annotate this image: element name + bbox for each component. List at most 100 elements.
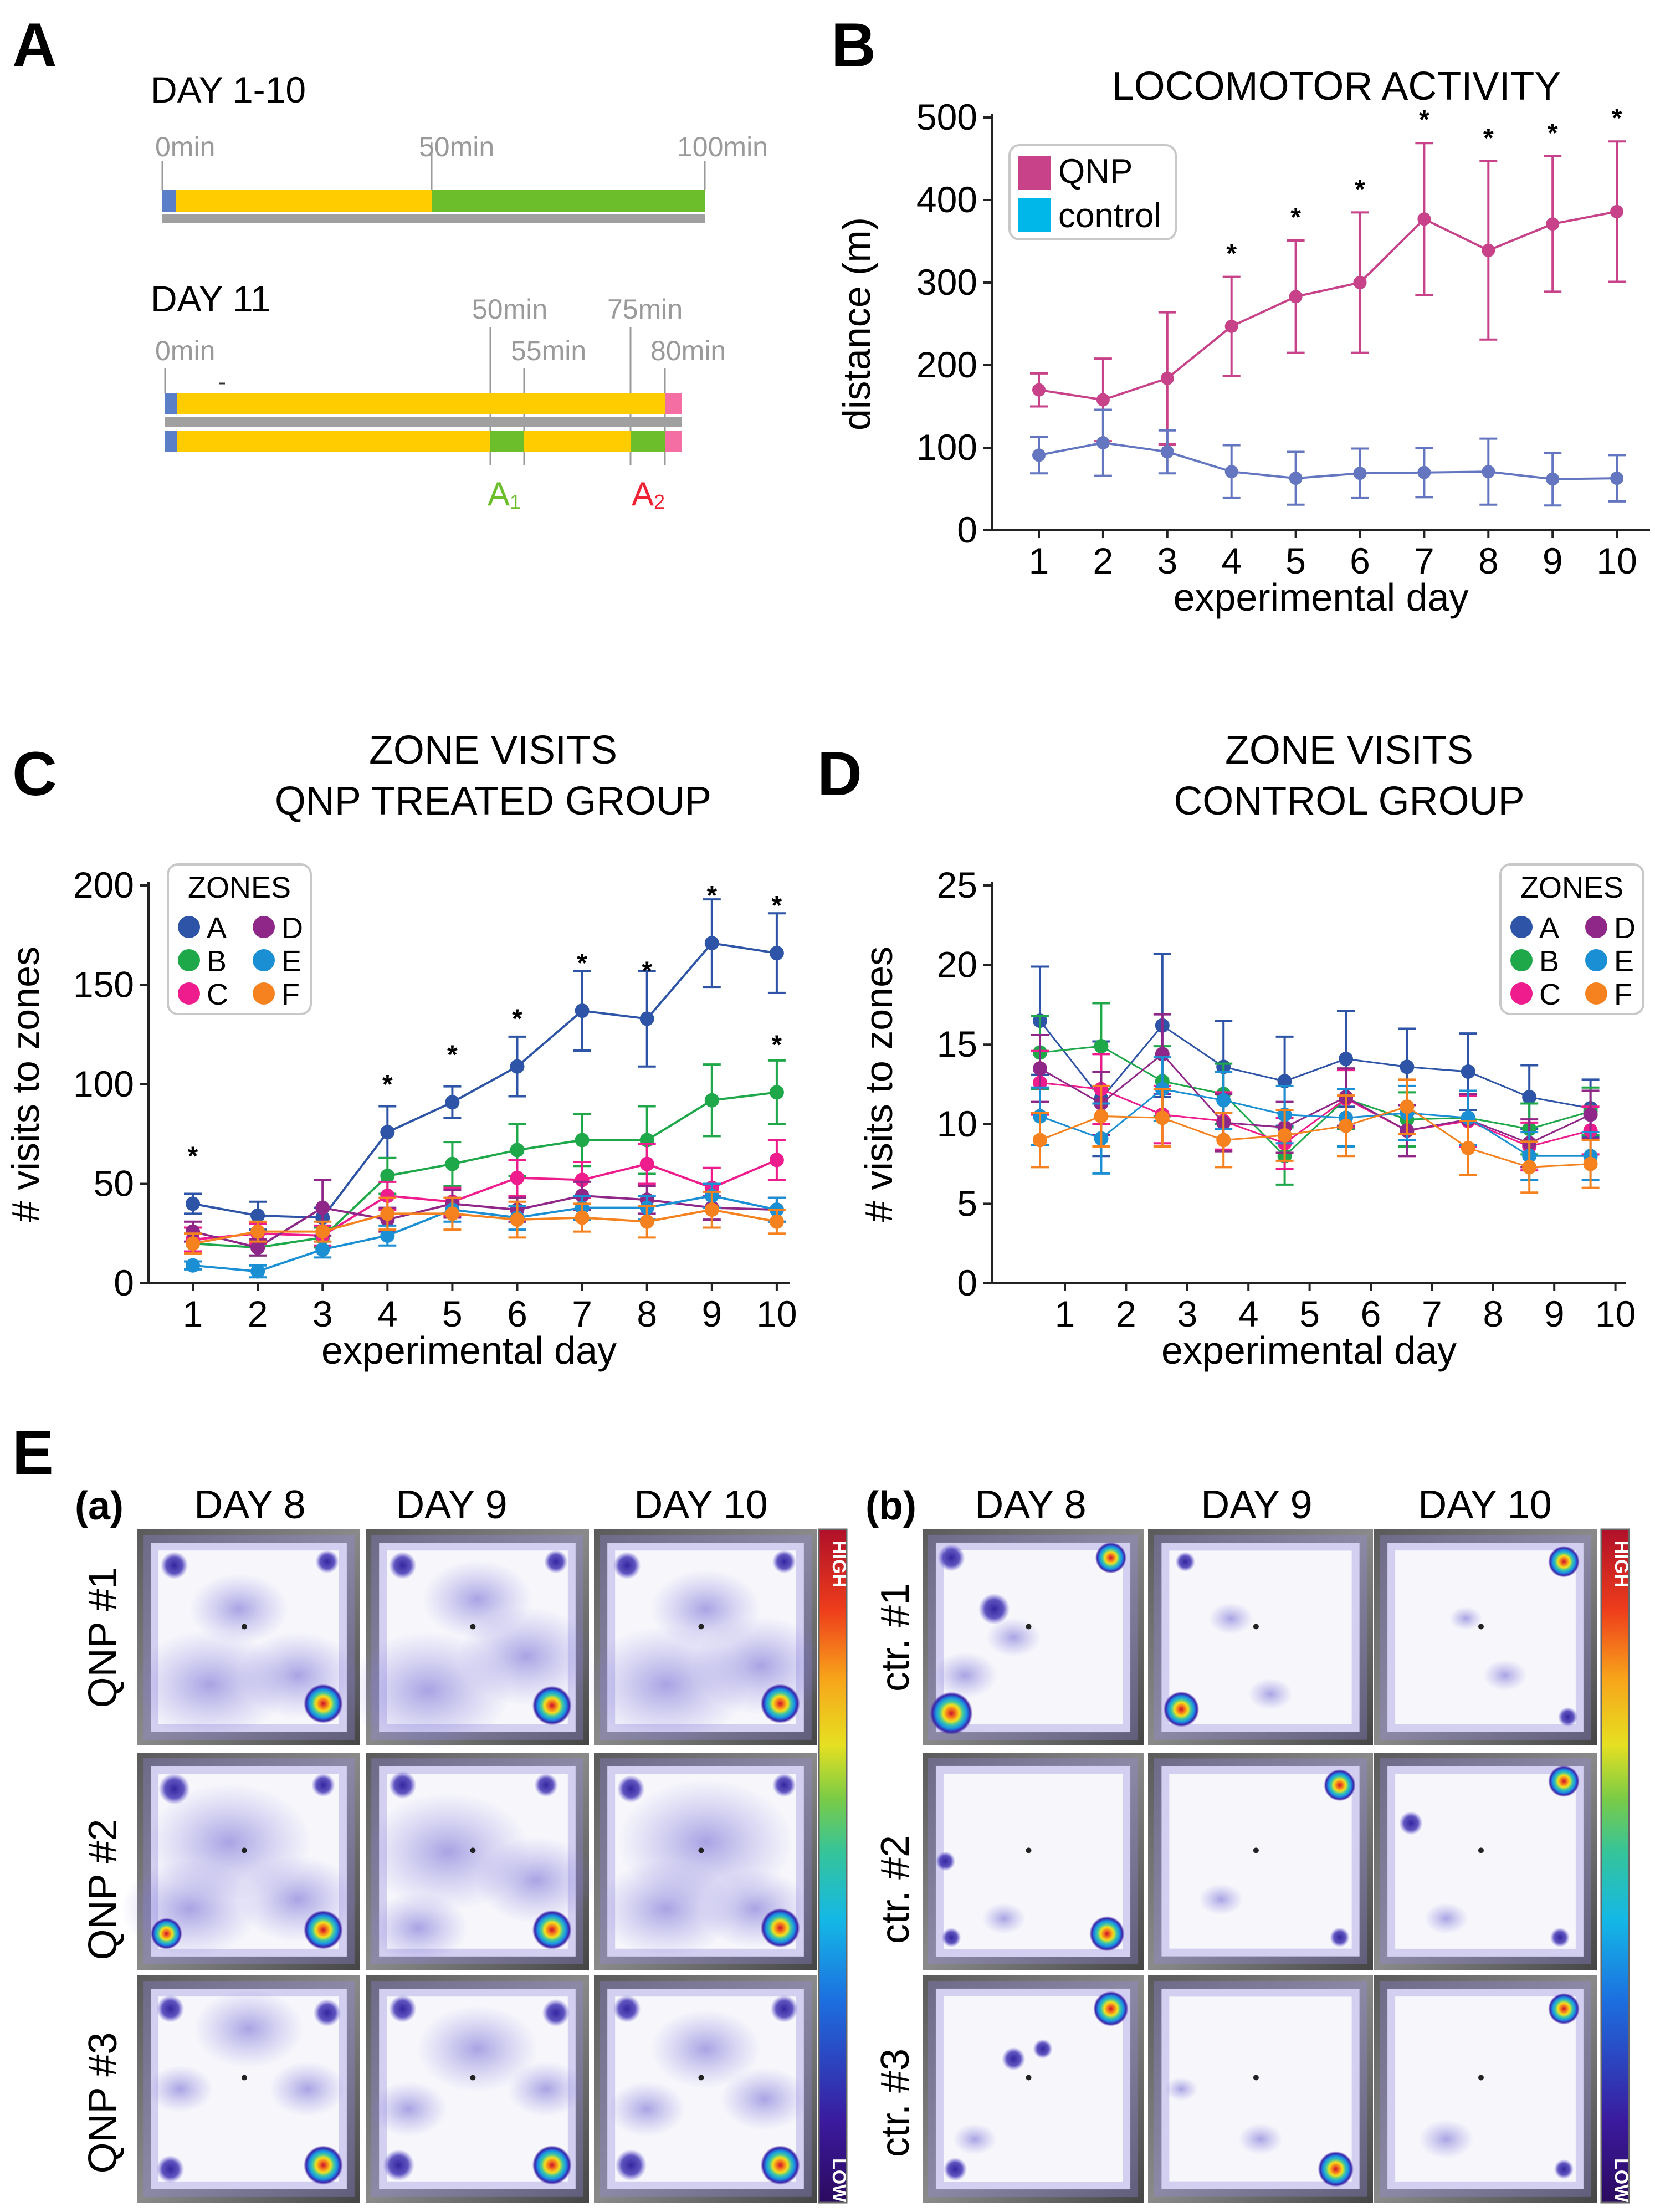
panel-label-c: C <box>12 739 57 808</box>
data-point <box>1160 371 1174 385</box>
heatmap-tile <box>137 1975 360 2203</box>
data-point <box>250 1240 265 1255</box>
data-point <box>380 1189 395 1204</box>
x-tick-label: 7 <box>1414 540 1434 581</box>
data-point <box>639 1214 654 1229</box>
x-tick-label: 5 <box>442 1293 463 1334</box>
timeline3-bar-pre <box>177 431 490 452</box>
day-label: DAY 10 <box>634 1483 768 1527</box>
data-point <box>1583 1107 1598 1122</box>
data-point <box>575 1210 590 1225</box>
x-axis-title: experimental day <box>1173 576 1468 619</box>
data-point <box>1353 276 1367 289</box>
heat-spot <box>943 2157 967 2181</box>
data-point <box>380 1169 395 1184</box>
data-point <box>1417 465 1431 479</box>
data-point <box>1289 472 1303 485</box>
heat-spot <box>617 1775 645 1803</box>
heat-spot <box>1548 1993 1580 2025</box>
arena-marker <box>241 1624 247 1630</box>
legend-marker-B <box>1510 949 1533 971</box>
heat-spot <box>615 2149 647 2181</box>
data-point <box>1339 1118 1353 1133</box>
x-tick-label: 10 <box>756 1293 797 1334</box>
data-point <box>315 1242 330 1257</box>
colorbar-b <box>1600 1528 1630 2204</box>
x-tick-label: 4 <box>377 1293 398 1334</box>
significance-mark: * <box>1290 203 1301 232</box>
heat-spot <box>982 1903 1026 1934</box>
heat-spot <box>532 1910 572 1950</box>
heat-spot <box>1198 1883 1243 1916</box>
legend-marker-A <box>178 916 200 938</box>
arena-marker <box>698 1847 704 1853</box>
day-label: DAY 8 <box>194 1483 305 1527</box>
x-tick-label: 1 <box>1029 540 1049 581</box>
timeline-bar-late <box>432 190 705 212</box>
tick-label-0min-b: 0min <box>155 335 215 366</box>
y-tick-label: 0 <box>957 509 977 550</box>
heat-spot <box>532 2145 572 2185</box>
y-tick-label: 400 <box>916 179 977 220</box>
heat-spot <box>691 1616 829 1715</box>
heatmap-tile <box>923 1529 1144 1745</box>
data-point <box>1522 1160 1537 1175</box>
data-point <box>510 1212 525 1227</box>
data-point <box>1583 1156 1598 1171</box>
significance-mark: * <box>512 1005 522 1034</box>
y-tick-label: 100 <box>916 427 977 468</box>
y-tick-label: 150 <box>73 964 134 1005</box>
legend-marker-D <box>1585 916 1607 938</box>
x-tick-label: 4 <box>1221 540 1242 581</box>
arena-edge-haze <box>1380 1981 1591 2197</box>
arena-marker <box>1026 1624 1032 1630</box>
row-label: QNP #3 <box>81 2032 125 2174</box>
data-point <box>1155 1110 1170 1125</box>
data-point <box>1289 290 1303 304</box>
data-point <box>1482 465 1495 479</box>
y-tick-label: 15 <box>937 1023 977 1064</box>
heatmap-tile <box>1374 1529 1597 1745</box>
arena-edge-haze <box>1154 1535 1367 1740</box>
heat-spot <box>1399 1811 1423 1835</box>
tick-label-50min-b: 50min <box>472 294 547 325</box>
significance-mark: * <box>1548 119 1558 148</box>
colorbar-a <box>818 1528 848 2204</box>
series-line-control <box>1038 442 1617 480</box>
zone-visits-qnp-chart: 0 50 100 150 200 1 2 3 4 5 6 7 8 9 10 experimental day #… <box>4 728 797 1372</box>
significance-mark: * <box>188 1141 198 1171</box>
heat-spot <box>304 2146 343 2185</box>
arena-edge-haze <box>1380 1535 1591 1740</box>
arena-floor <box>1387 1543 1584 1732</box>
heat-spot <box>613 1995 641 2023</box>
row-label: ctr. #2 <box>873 1835 918 1944</box>
y-tick-label: 0 <box>957 1262 977 1303</box>
data-point <box>315 1200 330 1215</box>
arena-edge-haze <box>600 1758 812 1964</box>
data-point <box>704 936 719 951</box>
data-point <box>1461 1064 1475 1079</box>
series-line-F <box>192 1209 777 1245</box>
heat-spot <box>388 1771 417 1799</box>
heatmap-tile <box>583 1529 829 1745</box>
data-point <box>510 1059 525 1074</box>
y-tick-label: 0 <box>114 1262 134 1303</box>
data-point <box>1482 243 1495 257</box>
tick-label-0min: 0min <box>155 131 215 162</box>
x-tick-label: 6 <box>1361 1293 1381 1334</box>
heat-spot <box>458 1607 596 1706</box>
arena-floor <box>1161 1766 1360 1957</box>
data-point <box>250 1264 265 1279</box>
arena-edge-haze <box>143 1758 355 1964</box>
series-line-F <box>1039 1105 1591 1168</box>
data-point <box>1216 1093 1231 1108</box>
data-point <box>704 1093 719 1108</box>
heat-spot <box>1483 1660 1527 1691</box>
timeline2-bar-start <box>165 393 177 414</box>
arena-edge-haze <box>928 1980 1139 2198</box>
arena-edge-haze <box>143 1535 355 1740</box>
row-label: ctr. #1 <box>873 1583 918 1692</box>
heat-spot <box>597 1860 735 1958</box>
heat-spot <box>193 1989 304 2068</box>
